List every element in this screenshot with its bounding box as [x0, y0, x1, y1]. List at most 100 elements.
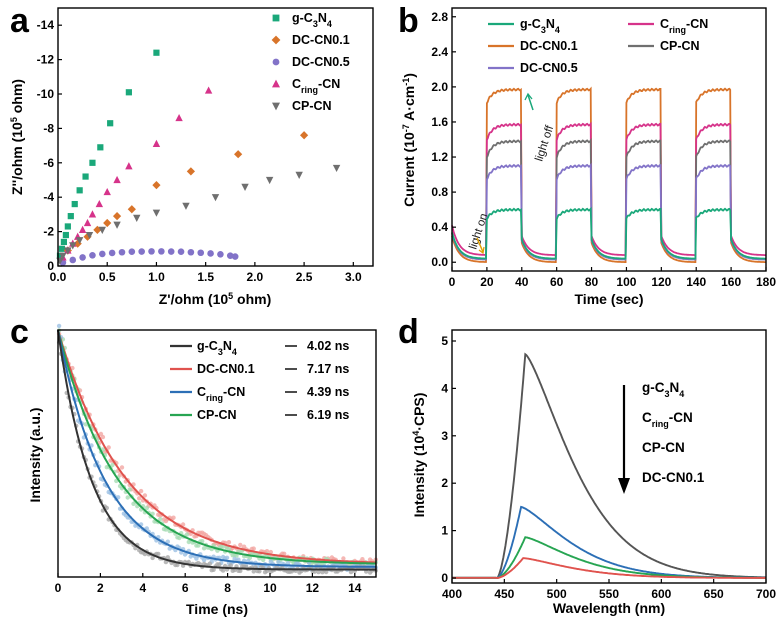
raw-point-g-c3n4 [217, 562, 222, 567]
point-cring-cn [152, 139, 161, 147]
point-cring-cn [83, 218, 92, 227]
raw-point-g-c3n4 [211, 567, 216, 572]
light-off-arrow [527, 94, 534, 111]
point-cring-cn [88, 210, 97, 218]
legend-label-cring-cn: Cring-CN [292, 77, 340, 95]
chart-d-x-tick-label: 500 [547, 587, 567, 601]
chart-c-x-tick-label: 8 [224, 581, 231, 595]
chart-c: 0 2 4 6 8 10 12 14 Time (ns) Intensity (a.u.) g… [27, 323, 378, 617]
point-cring-cn [125, 162, 133, 170]
raw-point-cring-cn [224, 555, 230, 560]
lifetime-cp-cn: 6.19 ns [307, 408, 349, 422]
chart-c-x-tick-label: 14 [348, 581, 362, 595]
fit-line-cring-cn [57, 329, 377, 568]
lifetime-dc-cn0-1: 7.17 ns [307, 362, 349, 376]
chart-d-x-tick-label: 700 [756, 587, 776, 601]
chart-b-ylabel: Current (10-7 A·cm-1) [401, 73, 417, 207]
raw-point-dc-cn0-1 [119, 465, 125, 470]
chart-c-x-tick-label: 0 [55, 581, 62, 595]
raw-point-g-c3n4 [251, 569, 256, 574]
point-cp-cn [152, 209, 161, 217]
chart-d: 400 450 500 550 600 650 700 0 1 2 3 4 5 Wavelength … [411, 329, 776, 616]
point-dc-cn0-1 [127, 205, 136, 214]
chart-a-y-tick-label: 0 [47, 259, 54, 273]
chart-b-y-tick-label: 0.0 [431, 255, 448, 269]
point-dc-cn0-5 [128, 248, 136, 256]
chart-d-x-tick-label: 650 [704, 587, 724, 601]
point-dc-cn0-5 [138, 248, 145, 255]
point-dc-cn0-5 [217, 251, 224, 258]
point-g-c3n4 [60, 238, 68, 246]
raw-point-g-c3n4 [312, 569, 317, 574]
point-g-c3n4 [82, 173, 89, 180]
chart-a-frame [57, 7, 374, 267]
raw-point-dc-cn0-1 [138, 488, 144, 494]
light-off-arrowhead [524, 92, 533, 101]
raw-point-g-c3n4 [165, 555, 170, 560]
raw-point-dc-cn0-1 [171, 515, 176, 520]
chart-c-frame [57, 329, 377, 578]
point-cp-cn [265, 176, 274, 185]
chart-c-x-tick-label: 6 [182, 581, 189, 595]
chart-b-x-ticks: 0 20 40 60 80 100 120 140 160 180 [449, 267, 776, 289]
chart-a-x-tick-label: 0.5 [99, 270, 116, 284]
point-dc-cn0-5 [148, 248, 155, 255]
legend-marker-cp-cn [272, 102, 280, 111]
raw-point-cp-cn [261, 557, 266, 563]
chart-b-y-tick-label: 2.4 [431, 45, 448, 59]
chart-c-x-tick-label: 10 [263, 581, 277, 595]
chart-d-x-tick-label: 550 [599, 587, 619, 601]
chart-c-x-tick-label: 2 [97, 581, 104, 595]
raw-point-dc-cn0-1 [226, 540, 232, 545]
legend-label-g-c3n4: g-C3N4 [292, 11, 332, 29]
panel-label-c: c [10, 313, 29, 351]
point-g-c3n4 [76, 187, 83, 194]
legend-label-cring-cn: Cring-CN [642, 410, 693, 429]
chart-b-x-tick-label: 0 [449, 275, 456, 289]
chart-d-xlabel: Wavelength (nm) [553, 600, 665, 616]
point-cp-cn [85, 231, 94, 240]
raw-point-g-c3n4 [156, 551, 161, 557]
point-cring-cn [204, 86, 213, 94]
chart-a-x-ticks: 0.0 0.5 1.0 1.5 2.0 2.5 3.0 [50, 262, 362, 284]
raw-point-dc-cn0-1 [268, 549, 273, 555]
chart-b-y-tick-label: 1.6 [431, 115, 448, 129]
point-g-c3n4 [97, 144, 104, 151]
raw-point-dc-cn0-1 [180, 522, 186, 527]
chart-c-ylabel: Intensity (a.u.) [27, 408, 43, 503]
raw-point-cp-cn [158, 516, 163, 522]
chart-b-x-tick-label: 120 [651, 275, 671, 289]
chart-a-x-tick-label: 1.0 [148, 270, 165, 284]
chart-b-x-tick-label: 160 [721, 275, 741, 289]
chart-a-x-tick-label: 2.0 [247, 270, 264, 284]
fit-line-cp-cn [57, 329, 376, 565]
legend-label-cring-cn: Cring-CN [197, 385, 245, 403]
raw-point-cp-cn [110, 462, 115, 468]
raw-point-cp-cn [184, 532, 190, 537]
chart-b-x-tick-label: 80 [585, 275, 599, 289]
point-dc-cn0-5 [177, 248, 185, 256]
point-g-c3n4 [89, 159, 96, 166]
raw-point-cp-cn [201, 546, 207, 551]
raw-point-g-c3n4 [220, 568, 226, 573]
raw-point-dc-cn0-1 [238, 542, 243, 548]
point-g-c3n4 [67, 213, 74, 220]
point-dc-cn0-5 [226, 252, 234, 259]
point-cring-cn [113, 175, 121, 184]
chart-a-y-tick-label: -12 [37, 53, 55, 67]
legend-label-g-c3n4: g-C3N4 [642, 380, 684, 399]
chart-d-y-tick-label: 0 [441, 571, 448, 585]
chart-b-y-tick-label: 2.0 [431, 80, 448, 94]
chart-d-marks [452, 352, 767, 580]
chart-b-y-tick-label: 2.8 [431, 10, 448, 24]
raw-point-g-c3n4 [316, 569, 321, 575]
chart-c-x-ticks: 0 2 4 6 8 10 12 14 [55, 573, 362, 595]
chart-d-ylabel: Intensity (104·CPS) [411, 393, 427, 518]
point-dc-cn0-5 [231, 253, 239, 260]
chart-a-y-tick-label: -2 [43, 225, 54, 239]
raw-point-g-c3n4 [228, 563, 233, 568]
point-g-c3n4 [62, 231, 69, 239]
chart-a-y-tick-label: -8 [43, 121, 54, 135]
point-dc-cn0-1 [234, 150, 243, 159]
